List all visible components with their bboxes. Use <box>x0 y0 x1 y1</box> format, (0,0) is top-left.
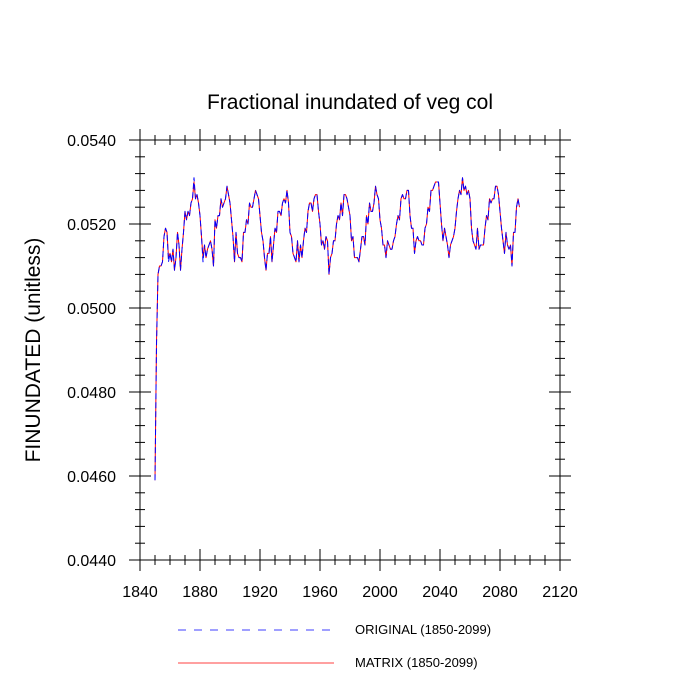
series-line-matrix <box>154 177 520 481</box>
x-tick-label: 2040 <box>422 584 458 601</box>
y-tick-label: 0.0500 <box>67 301 116 318</box>
series-layer <box>154 177 520 481</box>
plot-frame <box>139 139 561 561</box>
y-axis-label: FINUNDATED (unitless) <box>22 238 45 463</box>
series-line-original <box>154 177 520 481</box>
x-tick-label: 1840 <box>122 584 158 601</box>
x-tick-label: 2080 <box>482 584 518 601</box>
x-tick-label: 2000 <box>362 584 398 601</box>
tick-labels: 1840 1880 1920 1960 2000 2040 2080 2120 0.0440 0.… <box>67 133 578 601</box>
x-tick-label: 2120 <box>542 584 578 601</box>
x-tick-label: 1960 <box>302 584 338 601</box>
y-tick-label: 0.0540 <box>67 133 116 150</box>
y-tick-label: 0.0460 <box>67 469 116 486</box>
legend-original-label: ORIGINAL (1850-2099) <box>355 622 491 637</box>
y-tick-label: 0.0520 <box>67 217 116 234</box>
chart-title: Fractional inundated of veg col <box>207 91 493 114</box>
legend-matrix-label: MATRIX (1850-2099) <box>355 655 478 670</box>
x-tick-label: 1880 <box>182 584 218 601</box>
y-tick-label: 0.0480 <box>67 385 116 402</box>
x-tick-label: 1920 <box>242 584 278 601</box>
legend: ORIGINAL (1850-2099) MATRIX (1850-2099) <box>178 622 491 670</box>
y-tick-label: 0.0440 <box>67 553 116 570</box>
